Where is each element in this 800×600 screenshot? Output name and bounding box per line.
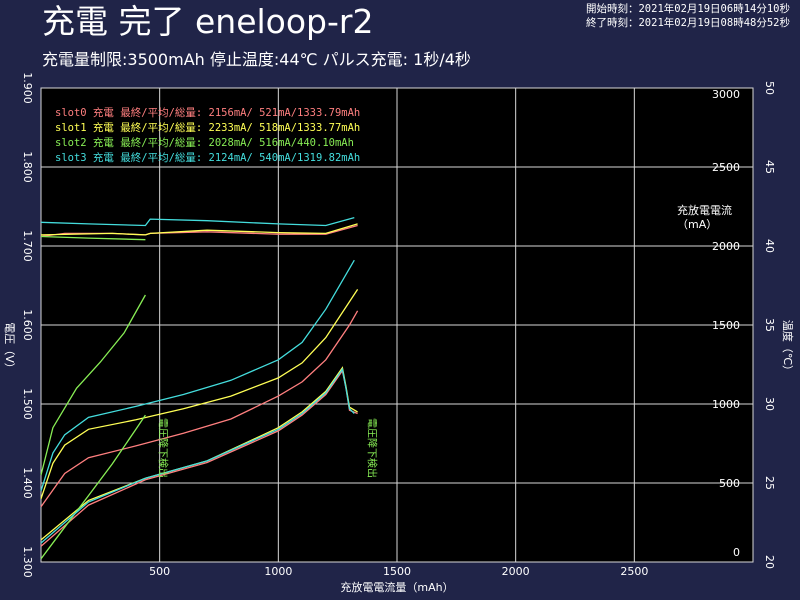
legend-entry-slot0: slot0 充電 最終/平均/総量: 2156mA/ 521mA/1333.79… xyxy=(55,106,360,119)
end-time: 終了時刻：2021年02月19日08時48分52秒 xyxy=(585,17,790,29)
x-tick-label: 2500 xyxy=(620,565,648,578)
x-tick-label: 1000 xyxy=(264,565,292,578)
current-tick-label: 1500 xyxy=(712,319,740,332)
time-info: 開始時刻：2021年02月19日06時14分10秒 終了時刻：2021年02月1… xyxy=(586,2,790,30)
current-axis-label: 充放電電流（mA） xyxy=(677,203,732,231)
voltage-tick-label: 1.400 xyxy=(21,467,34,499)
current-tick-label: 2000 xyxy=(712,240,740,253)
left-axis-label: 電圧（V） xyxy=(3,322,16,374)
temperature-tick-label: 50 xyxy=(763,81,776,95)
voltage-tick-label: 1.500 xyxy=(21,388,34,420)
annotations: 電圧降下検出 電圧降下検出 xyxy=(156,418,378,478)
voltage-drop-annotation: 電圧降下検出 xyxy=(156,418,169,478)
slot3-current-line xyxy=(40,216,355,227)
voltage-drop-annotation: 電圧降下検出 xyxy=(365,418,378,478)
slot2-temperature-line xyxy=(40,414,146,560)
slot3-voltage-line xyxy=(40,259,355,492)
voltage-tick-label: 1.300 xyxy=(21,546,34,578)
slot1-voltage-line xyxy=(40,289,359,500)
temperature-tick-label: 40 xyxy=(763,239,776,253)
current-tick-label: 0 xyxy=(733,546,740,559)
temperature-tick-label: 45 xyxy=(763,160,776,174)
chart-title: 充電 完了 eneloop-r2 xyxy=(42,2,374,41)
grid xyxy=(40,87,754,563)
slot2-voltage-line xyxy=(40,294,146,476)
current-tick-label: 2500 xyxy=(712,161,740,174)
slot2-current-line xyxy=(40,235,146,241)
temperature-tick-label: 25 xyxy=(763,476,776,490)
temperature-tick-label: 35 xyxy=(763,318,776,332)
voltage-tick-label: 1.800 xyxy=(21,151,34,183)
x-tick-label: 500 xyxy=(149,565,170,578)
voltage-tick-label: 1.700 xyxy=(21,230,34,262)
legend-entry-slot2: slot2 充電 最終/平均/総量: 2028mA/ 516mA/440.10m… xyxy=(55,136,354,149)
plot-frame xyxy=(40,87,754,563)
voltage-tick-label: 1.900 xyxy=(21,72,34,104)
x-axis-label: 充放電電流量（mAh） xyxy=(340,580,453,594)
slot1-current-line xyxy=(40,223,358,236)
right-axis-label: 温度（℃） xyxy=(781,320,795,376)
tick-labels: 500 1000 1500 2000 25001.3001.4001.5001.6001… xyxy=(21,72,776,578)
x-tick-label: 2000 xyxy=(502,565,530,578)
current-tick-label: 500 xyxy=(719,477,740,490)
legend: slot0 充電 最終/平均/総量: 2156mA/ 521mA/1333.79… xyxy=(55,106,360,164)
voltage-tick-label: 1.600 xyxy=(21,309,34,341)
slot3-temperature-line xyxy=(40,367,355,544)
temperature-tick-label: 30 xyxy=(763,397,776,411)
start-time: 開始時刻：2021年02月19日06時14分10秒 xyxy=(585,3,790,15)
chart-subtitle: 充電量制限:3500mAh 停止温度:44℃ パルス充電: 1秒/4秒 xyxy=(42,50,471,69)
data-curves xyxy=(40,216,359,560)
current-tick-label: 1000 xyxy=(712,398,740,411)
legend-entry-slot1: slot1 充電 最終/平均/総量: 2233mA/ 518mA/1333.77… xyxy=(55,121,360,134)
x-tick-label: 1500 xyxy=(383,565,411,578)
legend-entry-slot3: slot3 充電 最終/平均/総量: 2124mA/ 540mA/1319.82… xyxy=(55,151,360,164)
temperature-tick-label: 20 xyxy=(763,555,776,569)
current-tick-label: 3000 xyxy=(712,88,740,101)
slot0-voltage-line xyxy=(40,310,359,508)
